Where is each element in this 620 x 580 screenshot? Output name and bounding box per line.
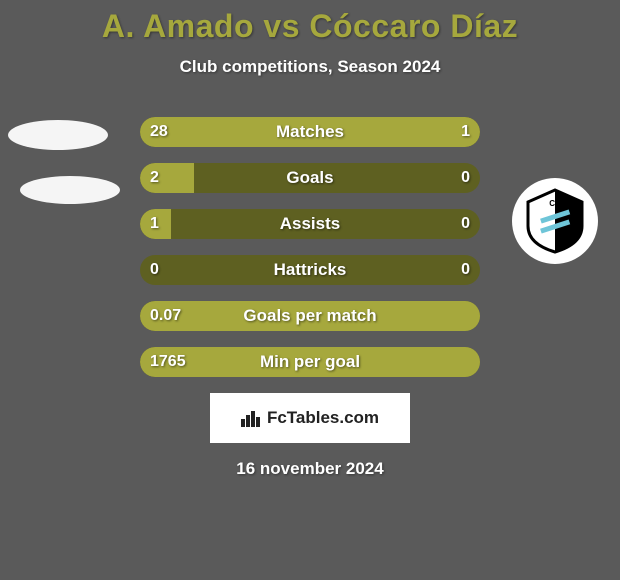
date-label: 16 november 2024 bbox=[0, 459, 620, 479]
stat-label: Hattricks bbox=[140, 255, 480, 285]
stat-bar-track: Assists1 0 bbox=[140, 209, 480, 239]
stat-row: Hattricks0 0 bbox=[0, 255, 620, 285]
stat-bar-track: Hattricks0 0 bbox=[140, 255, 480, 285]
fctables-logo-icon bbox=[241, 409, 261, 427]
stat-value-left: 0.07 bbox=[150, 301, 181, 331]
brand-footer: FcTables.com bbox=[210, 393, 410, 443]
stat-value-right: 1 bbox=[461, 117, 470, 147]
stat-bar-track: Goals per match0.07 bbox=[140, 301, 480, 331]
stat-label: Min per goal bbox=[140, 347, 480, 377]
stat-value-left: 1765 bbox=[150, 347, 186, 377]
stat-label: Matches bbox=[140, 117, 480, 147]
stat-label: Goals per match bbox=[140, 301, 480, 331]
stat-row: Goals2 0 bbox=[0, 163, 620, 193]
brand-text: FcTables.com bbox=[267, 408, 379, 428]
stat-value-left: 2 bbox=[150, 163, 159, 193]
stat-value-right: 0 bbox=[461, 163, 470, 193]
stat-row: Goals per match0.07 bbox=[0, 301, 620, 331]
stat-bar-track: Matches28 1 bbox=[140, 117, 480, 147]
stat-label: Goals bbox=[140, 163, 480, 193]
stat-value-left: 28 bbox=[150, 117, 168, 147]
stat-bar-track: Min per goal1765 bbox=[140, 347, 480, 377]
stat-row: Assists1 0 bbox=[0, 209, 620, 239]
stat-bar-track: Goals2 0 bbox=[140, 163, 480, 193]
comparison-card: A. Amado vs Cóccaro Díaz Club competitio… bbox=[0, 0, 620, 479]
stat-value-right: 0 bbox=[461, 209, 470, 239]
stat-label: Assists bbox=[140, 209, 480, 239]
stat-value-right: 0 bbox=[461, 255, 470, 285]
stat-value-left: 1 bbox=[150, 209, 159, 239]
page-title: A. Amado vs Cóccaro Díaz bbox=[0, 8, 620, 45]
stat-value-left: 0 bbox=[150, 255, 159, 285]
stat-rows: Matches281Goals20Assists10Hattricks00Goa… bbox=[0, 117, 620, 377]
stat-row: Min per goal1765 bbox=[0, 347, 620, 377]
stat-row: Matches28 1 bbox=[0, 117, 620, 147]
page-subtitle: Club competitions, Season 2024 bbox=[0, 57, 620, 77]
